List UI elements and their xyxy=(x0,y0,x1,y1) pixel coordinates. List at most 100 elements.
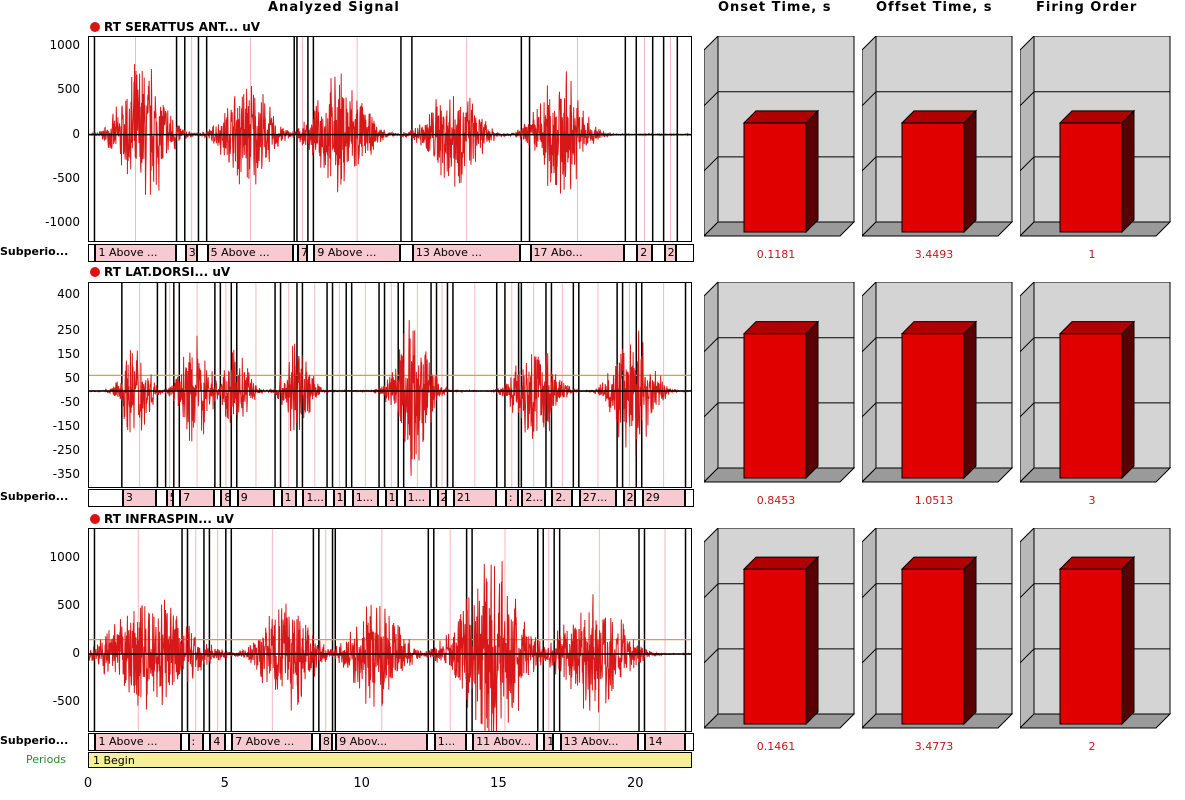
subperiod-cell[interactable]: 3 xyxy=(184,245,199,261)
firing-order-bar-value: 1 xyxy=(1088,248,1096,261)
x-tick-label: 5 xyxy=(220,776,229,791)
offset-time-bar-top xyxy=(900,556,978,570)
channel-title: RT LAT.DORSI... uV xyxy=(90,265,230,279)
subperiod-cell[interactable]: 9 xyxy=(236,490,276,506)
subperiods-track: 3578911...11...11...221:2...2.27...2.29 xyxy=(88,489,694,507)
channel-title-text: RT INFRASPIN... uV xyxy=(104,512,234,526)
subperiods-track: 1 Above ...:4 7 Above ... 8. 9 Abov... 1... 1… xyxy=(88,733,694,751)
periods-bar[interactable]: 1 Begin xyxy=(88,752,692,768)
subperiod-cell[interactable]: 2. xyxy=(551,490,574,506)
channel-dot-icon xyxy=(90,267,100,277)
x-tick-label: 20 xyxy=(626,776,644,791)
y-tick-label: -500 xyxy=(52,694,80,709)
onset-time-bar-top xyxy=(742,556,820,570)
firing-order-bar xyxy=(1059,333,1123,479)
y-tick-label: 500 xyxy=(57,597,80,612)
subperiod-cell[interactable]: 1 xyxy=(332,490,347,506)
y-tick-label: 1000 xyxy=(49,37,80,52)
signal-plot[interactable] xyxy=(88,282,692,488)
subperiods-label: Subperio... xyxy=(0,245,69,258)
offset-time-bar-side xyxy=(963,320,977,480)
subperiod-cell[interactable]: 1 xyxy=(543,734,555,750)
result-panel xyxy=(704,36,856,237)
onset-time-bar-value: 0.1181 xyxy=(756,248,796,261)
subperiod-cell[interactable]: 9 Abov... xyxy=(335,734,429,750)
subperiod-cell[interactable]: 1 Above ... xyxy=(94,245,177,261)
onset-time-bar xyxy=(743,568,807,725)
subperiod-cell[interactable]: 29 xyxy=(641,490,686,506)
subperiod-cell[interactable]: 14 xyxy=(644,734,686,750)
subperiod-cell[interactable]: 9 Above ... xyxy=(313,245,401,261)
periods-label: Periods xyxy=(26,753,67,766)
onset-time-bar-side xyxy=(805,320,819,480)
y-tick-label: 1000 xyxy=(49,549,80,564)
x-tick-label: 15 xyxy=(490,776,507,791)
result-panel xyxy=(862,528,1014,729)
subperiod-cell[interactable]: 13 Abov... xyxy=(559,734,639,750)
firing-order-bar xyxy=(1059,122,1123,233)
subperiod-cell[interactable]: : xyxy=(504,490,519,506)
subperiod-cell[interactable]: 1... xyxy=(302,490,328,506)
channel-title: RT INFRASPIN... uV xyxy=(90,512,234,526)
result-panel xyxy=(704,282,856,483)
subperiod-cell[interactable]: 7 Above ... xyxy=(231,734,314,750)
subperiod-cell[interactable]: 1 xyxy=(280,490,297,506)
y-tick-label: -350 xyxy=(52,467,80,481)
subperiod-cell[interactable]: 1... xyxy=(351,490,380,506)
result-panel xyxy=(1020,36,1172,237)
offset-time-bar xyxy=(901,333,965,479)
subperiod-cell[interactable]: 8. xyxy=(318,734,333,750)
subperiod-cell[interactable]: 2 xyxy=(663,245,678,261)
firing-order-bar-side xyxy=(1121,320,1135,480)
subperiod-cell[interactable]: 5 Above ... xyxy=(206,245,295,261)
subperiod-cell[interactable]: 13 Above ... xyxy=(411,245,522,261)
channel-title: RT SERATTUS ANT... uV xyxy=(90,20,260,34)
onset-time-bar xyxy=(743,333,807,479)
channel-dot-icon xyxy=(90,514,100,524)
firing-order-bar-side xyxy=(1121,109,1135,234)
subperiod-cell[interactable]: 2. xyxy=(622,490,637,506)
subperiod-cell[interactable]: 3 xyxy=(121,490,158,506)
emg-signal-trace xyxy=(89,561,691,731)
subperiod-cell[interactable]: 1 Above ... xyxy=(94,734,183,750)
result-panel xyxy=(862,282,1014,483)
subperiod-cell[interactable]: 5 xyxy=(165,490,174,506)
offset-time-bar-value: 3.4493 xyxy=(914,248,954,261)
offset-time-bar-value: 3.4773 xyxy=(914,740,954,753)
subperiod-cell[interactable]: 27... xyxy=(578,490,618,506)
signal-svg xyxy=(89,37,691,241)
subperiod-cell[interactable]: 1... xyxy=(433,734,467,750)
offset-time-header: Offset Time, s xyxy=(876,0,993,15)
subperiod-cell[interactable]: 8 xyxy=(220,490,232,506)
subperiod-cell[interactable]: 17 Abo... xyxy=(529,245,626,261)
offset-time-bar xyxy=(901,122,965,233)
firing-order-bar xyxy=(1059,568,1123,725)
firing-order-bar-top xyxy=(1058,556,1136,570)
x-tick-label: 10 xyxy=(353,776,370,791)
subperiod-cell[interactable]: 1... xyxy=(403,490,432,506)
subperiods-label: Subperio... xyxy=(0,490,69,503)
onset-time-header: Onset Time, s xyxy=(718,0,832,15)
firing-order-bar-top xyxy=(1058,110,1136,124)
subperiod-cell[interactable]: 7 xyxy=(179,490,215,506)
subperiod-cell[interactable]: 7 xyxy=(296,245,308,261)
firing-order-header: Firing Order xyxy=(1036,0,1138,15)
y-tick-label: 250 xyxy=(57,323,80,337)
subperiod-cell[interactable]: 2 xyxy=(436,490,448,506)
subperiods-row: Subperio... 1 Above ...:4 7 Above ... 8. 9 … xyxy=(0,733,694,751)
y-tick-label: -1000 xyxy=(45,215,80,230)
channel-dot-icon xyxy=(90,22,100,32)
subperiod-cell[interactable]: : xyxy=(187,734,204,750)
subperiod-cell[interactable]: 2... xyxy=(521,490,546,506)
subperiod-cell[interactable]: 4 xyxy=(209,734,226,750)
signal-plot[interactable] xyxy=(88,36,692,242)
periods-row: Periods 1 Begin xyxy=(0,752,692,769)
subperiods-track: 1 Above ... 3 5 Above ... 7 9 Above ... 13 Ab… xyxy=(88,244,694,262)
subperiod-cell[interactable]: 21 xyxy=(452,490,497,506)
subperiods-row: Subperio... 3578911...11...11...221:2...… xyxy=(0,489,694,507)
subperiod-cell[interactable]: 1 xyxy=(384,490,399,506)
subperiod-cell[interactable]: 2 xyxy=(636,245,653,261)
offset-time-bar-side xyxy=(963,109,977,234)
signal-plot[interactable] xyxy=(88,528,692,732)
subperiod-cell[interactable]: 11 Abov... xyxy=(472,734,538,750)
